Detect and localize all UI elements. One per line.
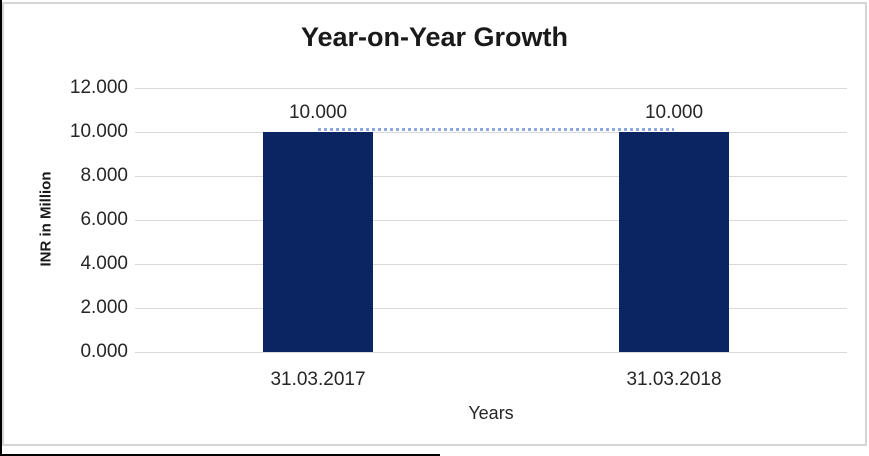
y-axis-tick-label: 4.000 [80,253,128,274]
y-axis-tick-label: 0.000 [80,341,128,362]
y-axis-tick-label: 10.000 [69,121,128,142]
bottom-black-border [0,454,440,456]
bar [619,132,729,352]
bar-data-label: 10.000 [644,102,704,123]
chart-frame-border [2,2,867,446]
gridline [135,264,847,265]
y-axis-title: INR in Million [37,171,55,267]
y-axis-tick-label: 6.000 [80,209,128,230]
bar-data-label: 10.000 [288,102,348,123]
x-axis-tick-label: 31.03.2017 [270,369,366,390]
gridline [135,352,847,353]
x-axis-title: Years [468,403,514,423]
bar [263,132,373,352]
gridline [135,176,847,177]
y-axis-tick-label: 8.000 [80,165,128,186]
trendline-dotted [318,128,674,131]
y-axis-tick-label: 12.000 [69,77,128,98]
gridline [135,132,847,133]
chart-title: Year-on-Year Growth [300,22,569,52]
x-axis-tick-label: 31.03.2018 [626,369,722,390]
gridline [135,88,847,89]
gridline [135,308,847,309]
gridline [135,220,847,221]
y-axis-tick-label: 2.000 [80,297,128,318]
left-black-border [0,0,2,456]
